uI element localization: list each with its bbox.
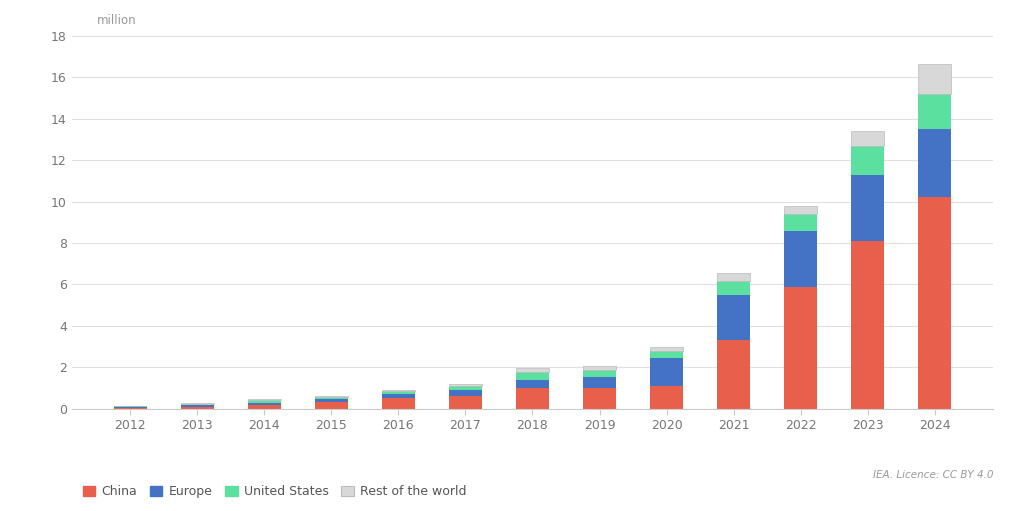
Bar — [650, 358, 683, 386]
Bar — [516, 388, 549, 409]
Bar — [382, 394, 415, 399]
Bar — [314, 402, 348, 409]
Bar — [180, 405, 214, 407]
Bar — [382, 389, 415, 391]
Bar — [583, 377, 616, 388]
Bar — [314, 396, 348, 397]
Bar — [180, 407, 214, 409]
Bar — [783, 287, 817, 409]
Bar — [516, 368, 549, 373]
Bar — [783, 214, 817, 230]
Bar — [314, 399, 348, 402]
Bar — [180, 404, 214, 405]
Bar — [650, 386, 683, 409]
Bar — [717, 273, 751, 282]
Bar — [918, 129, 951, 197]
Bar — [717, 340, 751, 409]
Bar — [248, 405, 282, 409]
Bar — [449, 390, 482, 397]
Legend: China, Europe, United States, Rest of the world: China, Europe, United States, Rest of th… — [78, 480, 471, 503]
Bar — [114, 406, 147, 407]
Bar — [583, 388, 616, 409]
Bar — [516, 380, 549, 388]
Bar — [851, 175, 885, 241]
Bar — [918, 94, 951, 129]
Bar — [783, 206, 817, 214]
Text: million: million — [97, 14, 136, 28]
Bar — [650, 346, 683, 351]
Bar — [583, 370, 616, 377]
Bar — [717, 282, 751, 295]
Bar — [851, 241, 885, 409]
Bar — [783, 230, 817, 287]
Bar — [918, 64, 951, 94]
Bar — [516, 373, 549, 380]
Bar — [449, 397, 482, 409]
Bar — [248, 400, 282, 403]
Bar — [382, 399, 415, 409]
Bar — [382, 391, 415, 394]
Bar — [114, 408, 147, 409]
Bar — [314, 397, 348, 399]
Bar — [918, 197, 951, 409]
Bar — [851, 146, 885, 175]
Bar — [248, 403, 282, 405]
Bar — [449, 386, 482, 390]
Text: IEA. Licence: CC BY 4.0: IEA. Licence: CC BY 4.0 — [872, 470, 993, 480]
Bar — [449, 384, 482, 386]
Bar — [717, 295, 751, 340]
Bar — [851, 131, 885, 146]
Bar — [650, 351, 683, 358]
Bar — [583, 366, 616, 370]
